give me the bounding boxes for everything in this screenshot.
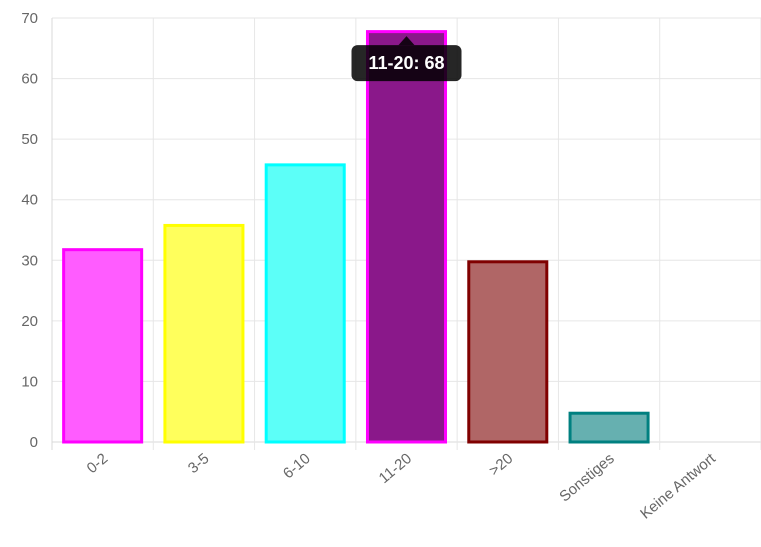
y-tick-label: 70 [21, 10, 38, 27]
x-tick-label: Sonstiges [556, 450, 617, 505]
y-tick-labels: 0 10 20 30 40 50 60 70 [21, 10, 38, 451]
x-tick-label: >20 [486, 450, 516, 479]
bar[interactable] [62, 248, 144, 444]
bar[interactable] [365, 30, 448, 444]
x-tick-label: 6-10 [280, 450, 314, 482]
tooltip-label: 11-20: 68 [368, 53, 444, 73]
y-tick-label: 30 [21, 252, 38, 269]
tooltip-background [351, 45, 462, 82]
bar[interactable] [163, 223, 245, 444]
tooltip-box: 11-20: 68 [351, 36, 462, 82]
x-tick-label: 0-2 [84, 450, 112, 477]
y-tick-label: 0 [30, 434, 38, 451]
bar[interactable] [568, 411, 650, 444]
tooltip: 11-20: 68 [351, 36, 462, 82]
y-tick-label: 60 [21, 71, 38, 88]
bar[interactable] [467, 260, 549, 444]
x-tick-label: Keine Antwort [637, 450, 719, 523]
x-tick-label: 3-5 [185, 450, 213, 477]
y-tick-label: 50 [21, 131, 38, 148]
x-tick-labels: 0-2 3-5 6-10 11-20 >20 Sonstiges Keine Antwort [84, 450, 720, 523]
x-tick-label: 11-20 [376, 450, 415, 487]
y-tick-label: 20 [21, 313, 38, 330]
bar[interactable] [264, 163, 346, 444]
bars-layer [62, 30, 650, 444]
tooltip-caret [398, 36, 415, 46]
y-tick-label: 40 [21, 192, 38, 209]
y-tick-label: 10 [21, 373, 38, 390]
